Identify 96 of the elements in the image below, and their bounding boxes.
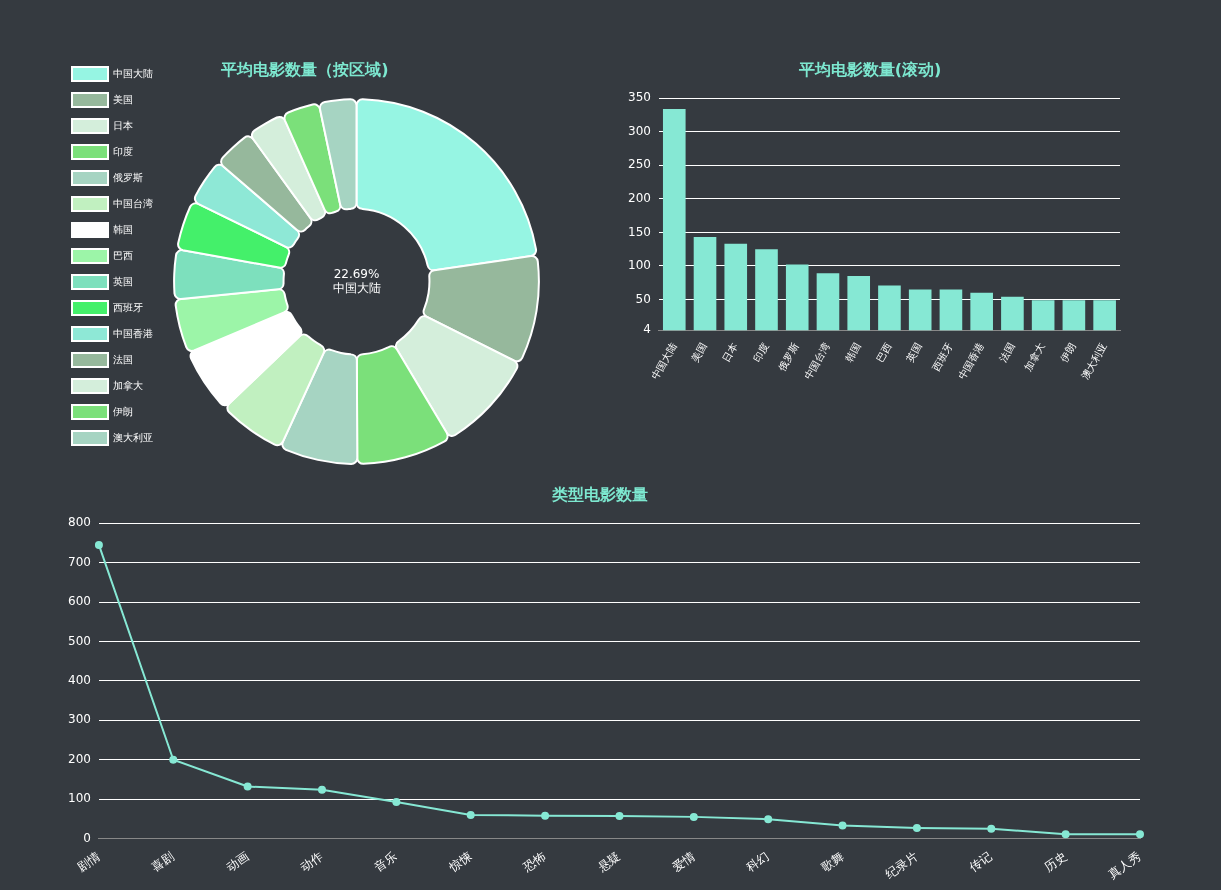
point <box>1061 830 1070 839</box>
x-tick-label: 中国台湾 <box>802 341 832 382</box>
x-tick-label: 巴西 <box>873 341 894 364</box>
y-tick-label: 600 <box>68 594 91 609</box>
bar <box>693 237 717 331</box>
point <box>912 823 921 832</box>
point <box>466 810 475 819</box>
point <box>838 821 847 830</box>
bar <box>662 108 686 331</box>
point <box>1136 830 1144 839</box>
x-tick-label: 剧情 <box>74 849 103 875</box>
legend-label: 巴西 <box>113 249 133 261</box>
x-tick-label: 印度 <box>750 341 771 364</box>
y-tick-label: 500 <box>68 633 91 648</box>
y-tick-label: 0 <box>83 830 91 845</box>
bar <box>1031 300 1055 331</box>
x-tick-label: 音乐 <box>372 849 400 875</box>
chart-title: 平均电影数量(滚动) <box>797 59 942 79</box>
bar <box>816 273 840 331</box>
bar <box>908 289 932 331</box>
x-tick-label: 纪录片 <box>882 849 921 882</box>
bar <box>755 249 778 331</box>
y-tick-label: 400 <box>68 673 91 687</box>
point <box>392 797 401 806</box>
x-tick-label: 喜剧 <box>149 849 177 875</box>
point <box>169 755 178 764</box>
y-tick-label: 800 <box>68 515 91 530</box>
x-tick-label: 俄罗斯 <box>776 341 802 373</box>
y-tick-label: 250 <box>628 157 651 172</box>
x-tick-label: 中国大陆 <box>648 341 679 382</box>
x-tick-label: 恐怖 <box>520 849 549 875</box>
y-tick-label: 200 <box>628 190 651 205</box>
x-tick-label: 历史 <box>1041 849 1070 875</box>
legend-label: 俄罗斯 <box>113 171 143 183</box>
point <box>689 812 698 821</box>
x-tick-label: 惊悚 <box>445 849 475 875</box>
x-tick-label: 伊朗 <box>1058 341 1078 364</box>
y-tick-label: 100 <box>628 258 651 273</box>
legend-label: 中国台湾 <box>113 197 153 209</box>
y-tick-label: 350 <box>628 90 651 105</box>
x-tick-label: 澳大利亚 <box>1079 341 1109 382</box>
y-tick-label: 700 <box>68 554 91 569</box>
x-tick-label: 西班牙 <box>930 341 955 373</box>
text: 中国大陆 <box>332 280 381 295</box>
point <box>541 811 550 820</box>
bar <box>1001 296 1024 331</box>
y-tick-label: 200 <box>68 751 91 766</box>
chart-title: 平均电影数量（按区域) <box>220 59 389 79</box>
x-tick-label: 日本 <box>720 341 740 364</box>
x-tick-label: 科幻 <box>744 849 772 875</box>
point <box>615 812 624 821</box>
x-tick-label: 美国 <box>689 341 709 364</box>
legend-label: 加拿大 <box>113 379 143 391</box>
y-tick-label: 4 <box>643 322 651 337</box>
bar <box>1093 300 1116 331</box>
point <box>318 785 326 794</box>
x-tick-label: 法国 <box>996 341 1017 364</box>
bar <box>1062 300 1086 331</box>
x-tick-label: 真人秀 <box>1105 849 1144 882</box>
legend-label: 韩国 <box>113 223 133 235</box>
y-tick-label: 50 <box>635 291 651 306</box>
x-tick-label: 爱情 <box>669 849 698 875</box>
legend-label: 英国 <box>113 275 133 287</box>
x-tick-label: 动画 <box>223 849 252 875</box>
x-tick-label: 动作 <box>297 849 326 875</box>
bar <box>785 264 809 331</box>
bar <box>724 243 748 331</box>
y-tick-label: 100 <box>68 791 91 806</box>
legend-label: 印度 <box>113 145 133 157</box>
bar <box>847 276 871 331</box>
x-tick-label: 中国香港 <box>956 341 986 382</box>
legend-label: 日本 <box>113 119 133 131</box>
bar <box>878 285 901 331</box>
y-tick-label: 300 <box>628 123 651 138</box>
x-tick-label: 歌舞 <box>818 849 847 875</box>
legend-label: 西班牙 <box>113 301 143 313</box>
y-tick-label: 150 <box>628 224 651 239</box>
bar <box>939 289 963 331</box>
y-tick-label: 300 <box>68 712 91 727</box>
legend-label: 澳大利亚 <box>113 431 153 443</box>
legend-label: 中国香港 <box>113 327 153 339</box>
legend-label: 中国大陆 <box>113 67 153 79</box>
chart-title: 类型电影数量 <box>551 484 648 504</box>
bar <box>970 292 993 331</box>
x-tick-label: 悬疑 <box>594 849 623 875</box>
point <box>764 815 773 824</box>
legend-label: 美国 <box>113 93 133 105</box>
x-tick-label: 韩国 <box>843 341 863 364</box>
point <box>987 824 996 833</box>
text: 22.69% <box>333 266 380 281</box>
legend-label: 伊朗 <box>113 405 133 417</box>
x-tick-label: 英国 <box>904 341 925 364</box>
x-tick-label: 加拿大 <box>1022 341 1048 373</box>
point <box>94 540 103 549</box>
x-tick-label: 传记 <box>967 849 995 875</box>
point <box>243 782 252 791</box>
